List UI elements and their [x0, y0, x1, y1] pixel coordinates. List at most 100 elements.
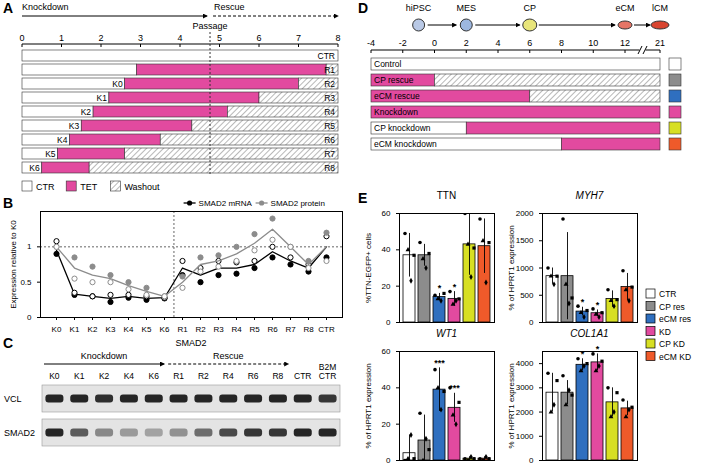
svg-text:R5: R5	[249, 325, 260, 334]
svg-text:0: 0	[529, 456, 534, 465]
svg-text:1: 1	[59, 33, 64, 43]
svg-text:K2: K2	[81, 107, 92, 117]
svg-text:eCM: eCM	[615, 3, 634, 13]
svg-text:hiPSC: hiPSC	[406, 3, 432, 13]
svg-text:20: 20	[382, 420, 391, 429]
svg-text:K5: K5	[142, 325, 152, 334]
svg-text:***: ***	[434, 358, 445, 368]
svg-text:1500: 1500	[516, 236, 534, 245]
svg-text:K6: K6	[149, 371, 160, 381]
svg-text:VCL: VCL	[4, 394, 22, 404]
svg-text:4: 4	[177, 33, 182, 43]
svg-text:R7: R7	[324, 149, 335, 159]
svg-text:eCM res: eCM res	[659, 314, 691, 324]
svg-text:C: C	[3, 335, 13, 351]
svg-text:2: 2	[464, 38, 469, 48]
svg-text:R4: R4	[223, 371, 234, 381]
svg-text:% of HPRT1 expression: % of HPRT1 expression	[507, 225, 516, 310]
svg-text:K0: K0	[49, 371, 60, 381]
svg-text:60: 60	[382, 347, 391, 356]
svg-text:% of HPRT1 expression: % of HPRT1 expression	[364, 363, 373, 448]
svg-text:CP res: CP res	[659, 302, 685, 312]
svg-text:12: 12	[620, 38, 630, 48]
svg-text:KD: KD	[659, 327, 671, 337]
svg-text:21: 21	[655, 38, 665, 48]
svg-text:0: 0	[386, 456, 391, 465]
svg-text:R8: R8	[303, 325, 314, 334]
svg-text:8: 8	[335, 33, 340, 43]
svg-text:eCM KD: eCM KD	[659, 352, 691, 362]
svg-text:Knockdown: Knockdown	[81, 351, 128, 361]
svg-text:K5: K5	[45, 149, 56, 159]
svg-text:MES: MES	[456, 3, 476, 13]
svg-text:6: 6	[527, 38, 532, 48]
svg-text:lCM: lCM	[652, 3, 668, 13]
svg-text:R3: R3	[213, 325, 224, 334]
svg-text:500: 500	[520, 291, 534, 300]
svg-text:***: ***	[449, 383, 460, 393]
svg-text:K2: K2	[99, 371, 110, 381]
svg-text:CTR: CTR	[36, 182, 55, 192]
svg-text:Rescue: Rescue	[214, 2, 245, 12]
svg-text:*: *	[438, 283, 442, 293]
svg-text:CP knockdown: CP knockdown	[374, 123, 431, 133]
svg-text:K1: K1	[96, 93, 107, 103]
svg-text:K6: K6	[160, 325, 170, 334]
svg-text:K4: K4	[124, 371, 135, 381]
svg-text:Washout: Washout	[124, 182, 160, 192]
svg-text:SMAD2 protein: SMAD2 protein	[271, 199, 325, 208]
svg-text:R5: R5	[324, 121, 335, 131]
svg-text:-2: -2	[399, 38, 407, 48]
svg-text:R1: R1	[177, 325, 188, 334]
svg-text:0: 0	[529, 318, 534, 327]
svg-text:Control: Control	[374, 59, 402, 69]
svg-text:CP KD: CP KD	[659, 339, 685, 349]
svg-text:Knockdown: Knockdown	[374, 107, 418, 117]
svg-text:SMAD2: SMAD2	[175, 338, 206, 348]
svg-text:Rescue: Rescue	[213, 351, 244, 361]
svg-text:R2: R2	[324, 79, 335, 89]
svg-text:K2: K2	[88, 325, 98, 334]
svg-text:R1: R1	[173, 371, 184, 381]
svg-text:CTR: CTR	[318, 51, 335, 61]
svg-text:R8: R8	[324, 163, 335, 173]
svg-text:CP rescue: CP rescue	[374, 75, 414, 85]
svg-text:K4: K4	[57, 135, 68, 145]
svg-text:R4: R4	[324, 107, 335, 117]
svg-text:0: 0	[27, 313, 32, 322]
svg-text:K3: K3	[106, 325, 116, 334]
svg-text:SMAD2 mRNA: SMAD2 mRNA	[199, 199, 253, 208]
svg-text:0: 0	[432, 38, 437, 48]
svg-text:4000: 4000	[516, 359, 534, 368]
svg-text:K4: K4	[124, 325, 134, 334]
svg-text:R7: R7	[285, 325, 296, 334]
svg-text:20: 20	[382, 282, 391, 291]
svg-text:2000: 2000	[516, 408, 534, 417]
svg-text:*: *	[581, 349, 585, 359]
svg-text:R4: R4	[231, 325, 242, 334]
svg-text:eCM rescue: eCM rescue	[374, 91, 420, 101]
svg-text:Expression relative to K0: Expression relative to K0	[9, 220, 18, 309]
svg-text:*: *	[581, 297, 585, 307]
svg-text:CTR: CTR	[319, 371, 336, 381]
svg-text:1000: 1000	[516, 432, 534, 441]
svg-text:3000: 3000	[516, 383, 534, 392]
svg-text:R6: R6	[267, 325, 278, 334]
svg-text:R2: R2	[195, 325, 206, 334]
svg-text:SMAD2: SMAD2	[4, 428, 35, 438]
svg-text:D: D	[358, 0, 368, 16]
svg-text:CTR: CTR	[318, 325, 335, 334]
svg-text:eCM knockdown: eCM knockdown	[374, 139, 437, 149]
svg-text:K1: K1	[74, 371, 85, 381]
svg-text:R6: R6	[324, 135, 335, 145]
svg-text:K1: K1	[70, 325, 80, 334]
svg-text:6: 6	[256, 33, 261, 43]
svg-text:R8: R8	[272, 371, 283, 381]
svg-text:4: 4	[495, 38, 500, 48]
svg-text:*: *	[453, 281, 457, 291]
svg-text:1000: 1000	[516, 264, 534, 273]
svg-text:3: 3	[138, 33, 143, 43]
svg-text:R2: R2	[198, 371, 209, 381]
svg-text:CTR: CTR	[659, 289, 676, 299]
svg-text:R1: R1	[324, 65, 335, 75]
